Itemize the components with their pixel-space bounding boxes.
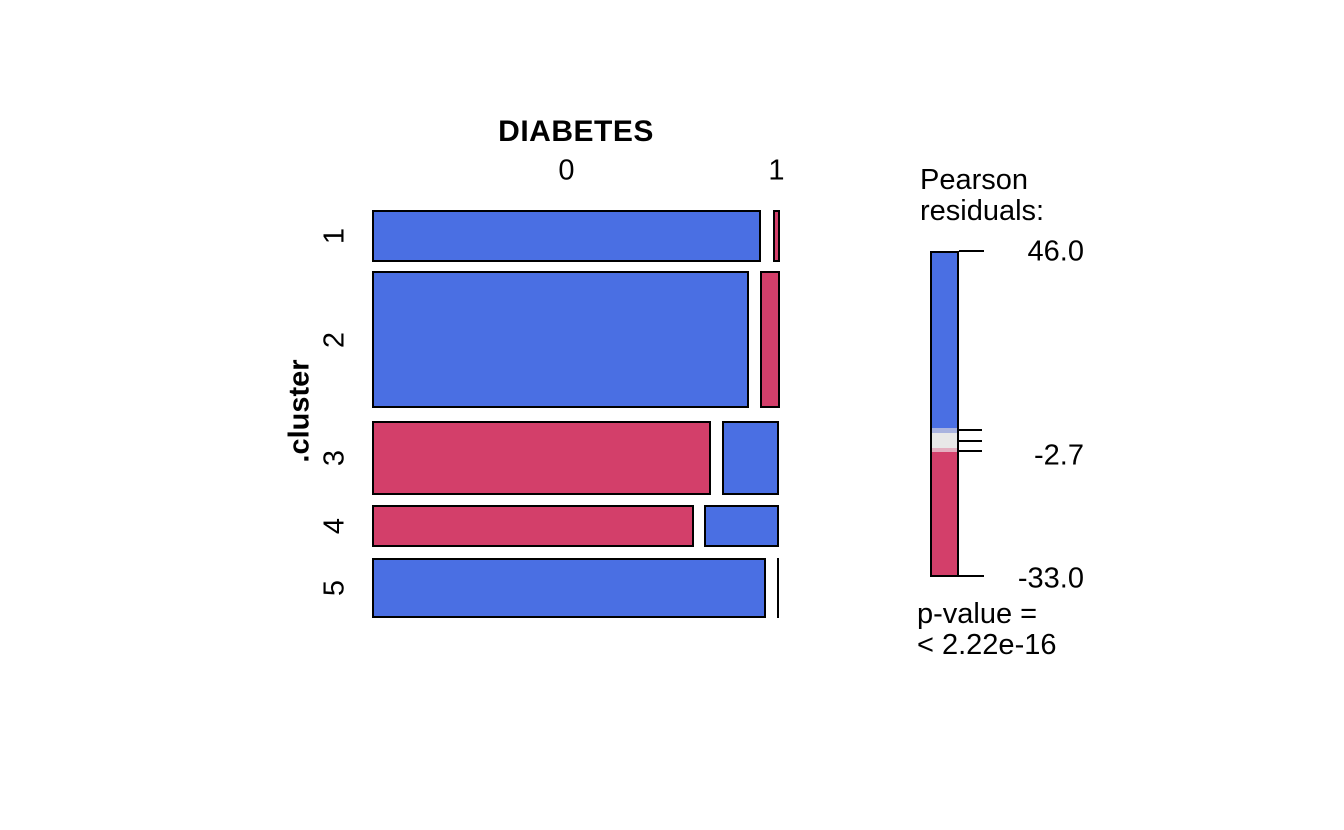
legend-tick — [959, 440, 982, 442]
y-category-label-4: 4 — [318, 517, 351, 535]
p-value-text: p-value = < 2.22e-16 — [917, 599, 1056, 661]
mosaic-cell-cluster4-diabetes0 — [372, 505, 694, 547]
p-value-line2: < 2.22e-16 — [917, 629, 1057, 661]
legend-tick — [959, 429, 982, 431]
legend-gradient-bar — [930, 251, 959, 577]
mosaic-cell-cluster1-diabetes1 — [773, 210, 780, 262]
mosaic-cell-cluster2-diabetes1 — [760, 271, 780, 408]
legend-tick — [959, 250, 984, 252]
legend-scale-label: -2.7 — [1034, 439, 1084, 472]
chart-title: DIABETES — [498, 115, 654, 148]
mosaic-cell-cluster3-diabetes1 — [722, 421, 779, 495]
legend-tick — [959, 575, 984, 577]
mosaic-cell-cluster5-diabetes0 — [372, 558, 766, 618]
x-category-label-1: 1 — [768, 154, 785, 187]
y-category-label-1: 1 — [318, 227, 351, 245]
mosaic-cell-cluster1-diabetes0 — [372, 210, 761, 262]
x-category-label-0: 0 — [558, 154, 575, 187]
legend-tick — [959, 450, 982, 452]
y-axis-title: .cluster — [283, 359, 316, 463]
y-category-label-3: 3 — [318, 449, 351, 467]
mosaic-cell-cluster3-diabetes0 — [372, 421, 711, 495]
mosaic-cell-cluster5-diabetes1 — [777, 558, 779, 618]
legend-title: Pearson residuals: — [920, 165, 1044, 227]
y-category-label-2: 2 — [318, 331, 351, 348]
p-value-line1: p-value = — [917, 598, 1038, 630]
y-category-label-5: 5 — [318, 579, 351, 597]
mosaic-cell-cluster2-diabetes0 — [372, 271, 749, 408]
legend-scale-label: 46.0 — [1027, 235, 1084, 268]
mosaic-cell-cluster4-diabetes1 — [704, 505, 779, 547]
legend-title-line1: Pearson — [920, 164, 1029, 196]
legend-scale-label: -33.0 — [1017, 562, 1084, 595]
legend-title-line2: residuals: — [920, 195, 1045, 227]
